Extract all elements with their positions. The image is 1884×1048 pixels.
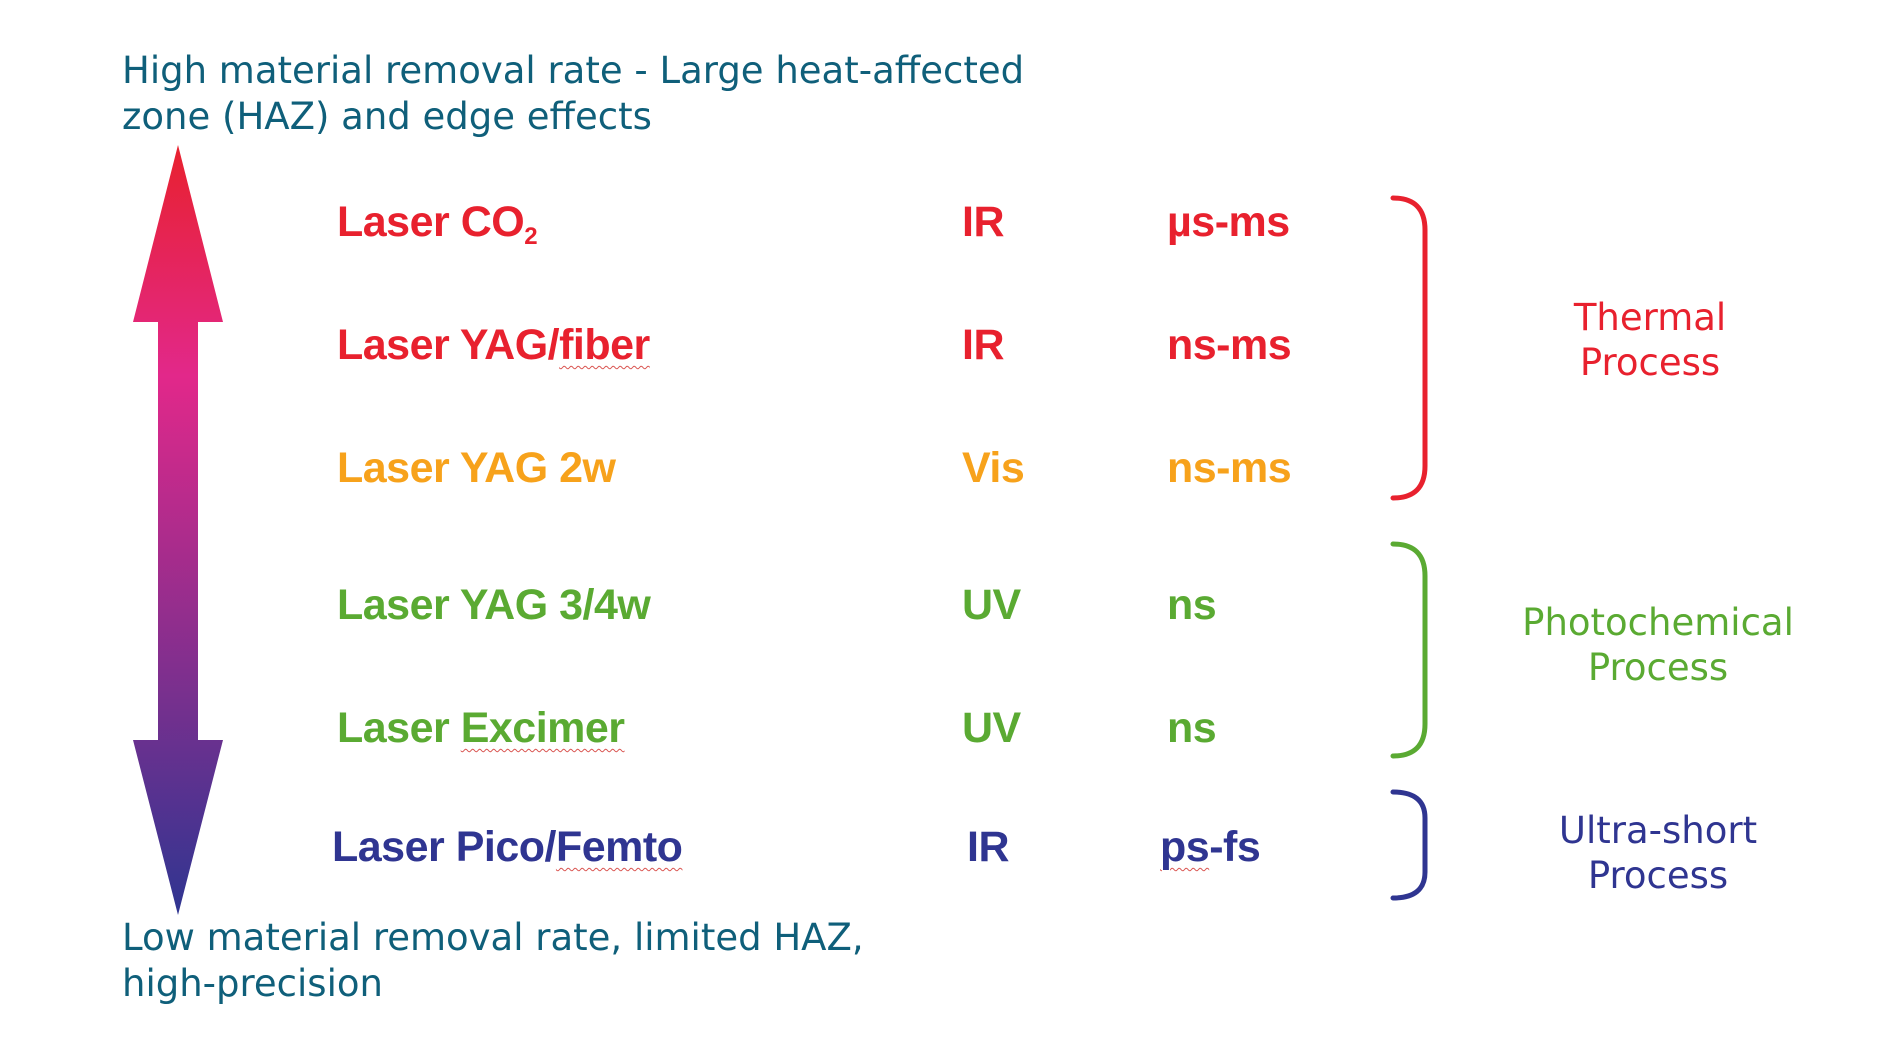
laser-name: Laser Pico/Femto [332,823,683,871]
laser-band: UV [962,581,1021,629]
laser-name: Laser YAG 3/4w [337,581,651,629]
bracket-path [1390,195,1428,501]
laser-band: IR [962,198,1005,246]
process-label-line1: Photochemical [1522,601,1794,644]
laser-pulse: ns-ms [1167,321,1292,369]
bottom-caption-line1: Low material removal rate, limited HAZ, [122,916,864,959]
arrow-shape [133,145,223,915]
top-caption: High material removal rate - Large heat-… [122,48,1072,140]
bottom-caption-line2: high-precision [122,962,383,1005]
laser-pulse: ns [1167,704,1217,752]
ultrashort-bracket-icon [1390,789,1428,901]
bracket-path [1390,789,1428,901]
bracket-path [1390,541,1428,759]
laser-band: IR [962,321,1005,369]
bottom-caption: Low material removal rate, limited HAZ, … [122,915,1022,1007]
top-caption-line1: High material removal rate - Large heat-… [122,49,1025,92]
process-label-line1: Ultra-short [1558,809,1758,852]
laser-band: IR [967,823,1010,871]
laser-name-subscript: 2 [524,223,538,250]
laser-pulse: ns-ms [1167,444,1292,492]
process-label-line2: Process [1587,854,1729,897]
laser-band: Vis [962,444,1025,492]
ultrashort-process-label: Ultra-short Process [1498,808,1818,898]
laser-pulse: ps-fs [1160,823,1261,871]
photochemical-bracket-icon [1390,541,1428,759]
photochemical-process-label: Photochemical Process [1498,600,1818,690]
laser-name: Laser Excimer [337,704,625,752]
laser-name: Laser YAG/fiber [337,321,650,369]
laser-pulse: µs-ms [1167,198,1290,246]
process-label-line2: Process [1579,341,1721,384]
process-label-line2: Process [1587,646,1729,689]
thermal-bracket-icon [1390,195,1428,501]
top-caption-line2: zone (HAZ) and edge effects [122,95,652,138]
process-label-line1: Thermal [1573,296,1727,339]
laser-name: Laser YAG 2w [337,444,616,492]
laser-pulse: ns [1167,581,1217,629]
laser-name: Laser CO2 [337,198,538,250]
laser-band: UV [962,704,1021,752]
thermal-process-label: Thermal Process [1490,295,1810,385]
